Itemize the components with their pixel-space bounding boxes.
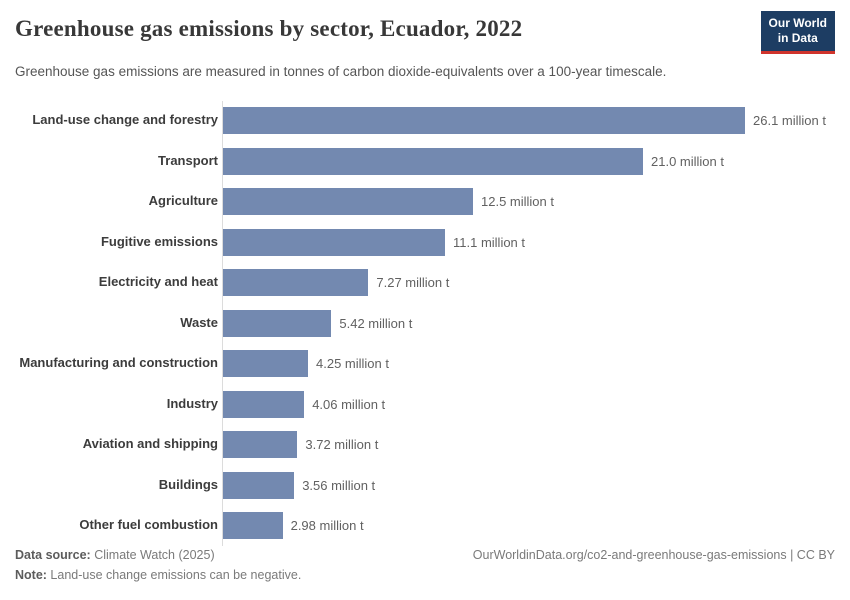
bar-row: Waste 5.42 million t [15,303,835,344]
category-label: Land-use change and forestry [32,112,218,128]
bars-area: Land-use change and forestry 26.1 million… [15,100,835,547]
bar-row: Fugitive emissions 11.1 million t [15,222,835,263]
category-label: Transport [158,152,218,168]
bar-value-label: 4.25 million t [316,356,389,372]
bar[interactable] [223,147,643,175]
category-label: Buildings [158,476,218,492]
bar-value-label: 26.1 million t [753,113,826,129]
data-source-text: Climate Watch (2025) [90,548,215,562]
bar[interactable] [223,228,445,256]
plot-area: 5.42 million t [222,303,835,344]
bar-value-label: 2.98 million t [290,518,364,534]
bar-value-label: 3.56 million t [302,477,376,493]
data-source-label: Data source: [15,548,91,562]
bar-value-label: 7.27 million t [376,275,450,291]
bar-row: Electricity and heat 7.27 million t [15,262,835,304]
data-source-line: Data source: Climate Watch (2025) [15,545,301,565]
category-label: Manufacturing and construction [19,355,218,371]
bar-row: Industry 4.06 million t [15,384,835,425]
bar-value-label: 4.06 million t [312,396,386,412]
category-label: Aviation and shipping [82,436,218,452]
bar-row: Buildings 3.56 million t [15,465,835,506]
bar[interactable] [223,188,473,216]
owid-logo: Our World in Data [760,11,835,54]
plot-area: 3.56 million t [222,465,835,506]
bar[interactable] [223,512,283,540]
bar-value-label: 12.5 million t [481,194,554,210]
plot-area: 26.1 million t [222,100,835,142]
bar-row: Manufacturing and construction 4.25 milli… [15,343,835,385]
bar[interactable] [223,309,332,337]
category-label: Fugitive emissions [100,233,218,249]
plot-area: 21.0 million t [222,141,835,182]
bar-row: Other fuel combustion 2.98 million t [15,505,835,547]
plot-area: 4.06 million t [222,384,835,425]
footer-left: Data source: Climate Watch (2025) Note: … [15,545,301,585]
category-label: Electricity and heat [98,274,218,290]
plot-area: 11.1 million t [222,222,835,263]
bar-row: Agriculture 12.5 million t [15,181,835,223]
bar-value-label: 3.72 million t [305,437,379,453]
bar[interactable] [223,390,305,418]
plot-area: 2.98 million t [222,505,835,547]
bar-row: Land-use change and forestry 26.1 million… [15,100,835,142]
attribution-link[interactable]: OurWorldinData.org/co2-and-greenhouse-ga… [472,548,835,562]
bar[interactable] [223,471,295,499]
chart-title: Greenhouse gas emissions by sector, Ecua… [15,16,523,41]
bar[interactable] [223,350,308,378]
bar-value-label: 21.0 million t [651,153,724,169]
header: Greenhouse gas emissions by sector, Ecua… [15,11,835,54]
category-label: Industry [166,395,218,411]
bar[interactable] [223,107,745,135]
bar[interactable] [223,431,298,459]
category-label: Other fuel combustion [79,517,218,533]
bar-value-label: 11.1 million t [453,234,526,250]
plot-area: 3.72 million t [222,424,835,466]
bar-row: Aviation and shipping 3.72 million t [15,424,835,466]
note-text: Land-use change emissions can be negativ… [46,568,302,582]
note-line: Note: Land-use change emissions can be n… [15,565,301,585]
bar-row: Transport 21.0 million t [15,141,835,182]
owid-logo-line2: in Data [777,31,818,45]
category-label: Waste [180,314,218,330]
plot-area: 7.27 million t [222,262,835,304]
chart-subtitle: Greenhouse gas emissions are measured in… [15,64,667,79]
footer: Data source: Climate Watch (2025) Note: … [15,545,835,585]
bar-value-label: 5.42 million t [339,315,413,331]
category-label: Agriculture [148,193,218,209]
plot-area: 12.5 million t [222,181,835,223]
bar[interactable] [223,269,369,297]
plot-area: 4.25 million t [222,343,835,385]
note-label: Note: [15,568,47,582]
owid-logo-line1: Our World [768,16,827,30]
